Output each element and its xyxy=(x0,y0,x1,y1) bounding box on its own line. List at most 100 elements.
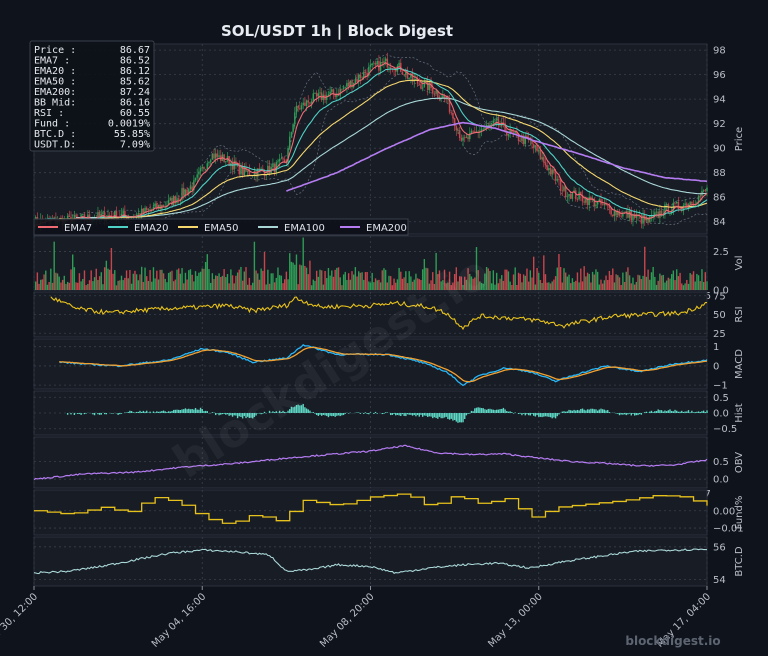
candle-body xyxy=(564,186,567,198)
candle-body xyxy=(706,187,708,192)
hist-bar xyxy=(423,413,426,416)
hist-bar xyxy=(231,413,234,417)
volume-bar xyxy=(531,277,533,290)
candle-body xyxy=(327,94,330,96)
volume-bar xyxy=(267,269,269,290)
volume-bar xyxy=(230,269,232,290)
hist-bar xyxy=(484,409,486,413)
candle-body xyxy=(460,137,463,141)
candle-body xyxy=(288,136,291,149)
volume-bar xyxy=(300,265,303,290)
volume-bar xyxy=(51,282,54,290)
hist-bar xyxy=(157,411,160,413)
volume-bar xyxy=(119,280,121,290)
candle-body xyxy=(593,198,596,207)
volume-bar xyxy=(490,283,493,290)
hist-bar xyxy=(188,408,190,413)
hist-bar xyxy=(260,413,262,415)
info-label: USDT.D: xyxy=(34,140,76,151)
volume-bar xyxy=(241,280,244,290)
hist-bar xyxy=(495,409,498,413)
candle-body xyxy=(512,132,515,134)
hist-bar xyxy=(347,413,350,414)
candle-body xyxy=(664,204,666,215)
info-label: EMA50 : xyxy=(34,77,76,88)
hist-bar xyxy=(620,413,622,415)
candle-body xyxy=(208,162,210,164)
candle-body xyxy=(546,165,548,171)
y-tick-label: 96 xyxy=(713,70,726,81)
volume-bar xyxy=(196,275,198,290)
hist-bar xyxy=(595,409,597,413)
volume-bar xyxy=(376,280,378,290)
volume-bar xyxy=(428,283,431,290)
volume-bar xyxy=(704,272,707,290)
hist-bar xyxy=(98,413,101,415)
hist-bar xyxy=(167,411,170,413)
candle-body xyxy=(369,64,372,67)
volume-bar xyxy=(662,274,664,290)
volume-bar xyxy=(398,267,400,290)
candle-body xyxy=(201,166,203,169)
volume-bar xyxy=(278,275,281,290)
hist-bar xyxy=(583,409,585,413)
candle-body xyxy=(420,84,422,89)
candle-body xyxy=(295,105,298,113)
y-axis-label: Hist xyxy=(734,403,745,423)
volume-bar xyxy=(307,274,309,290)
volume-bar xyxy=(327,267,330,290)
volume-bar xyxy=(156,270,158,290)
hist-bar xyxy=(692,412,695,413)
volume-bar xyxy=(558,253,560,290)
hist-bar xyxy=(502,407,505,413)
candle-body xyxy=(216,153,219,157)
volume-bar xyxy=(201,268,203,290)
volume-bar xyxy=(633,284,636,290)
candle-body xyxy=(97,212,99,220)
volume-bar xyxy=(314,280,316,290)
hist-bar xyxy=(425,413,427,416)
hist-bar xyxy=(452,413,454,421)
candle-body xyxy=(357,74,360,82)
hist-bar xyxy=(689,412,691,413)
hist-bar xyxy=(268,410,271,413)
hist-bar xyxy=(628,413,631,414)
candle-body xyxy=(532,144,535,148)
candle-body xyxy=(568,194,570,197)
candle-body xyxy=(332,89,335,95)
candle-body xyxy=(480,129,483,131)
hist-bar xyxy=(536,413,538,416)
candle-body xyxy=(140,208,143,217)
hist-bar xyxy=(278,410,281,413)
volume-bar xyxy=(263,251,266,290)
hist-bar xyxy=(327,413,330,418)
hist-bar xyxy=(607,410,609,413)
hist-bar xyxy=(605,410,607,413)
hist-bar xyxy=(657,409,659,413)
legend-label: EMA7 xyxy=(64,223,92,234)
hist-bar xyxy=(314,413,316,414)
volume-bar xyxy=(413,279,415,290)
hist-bar xyxy=(225,413,227,415)
hist-bar xyxy=(420,413,422,415)
volume-bar xyxy=(665,280,668,290)
info-value: 0.0019% xyxy=(108,119,150,130)
volume-bar xyxy=(371,272,373,290)
candle-body xyxy=(339,88,341,96)
volume-bar xyxy=(472,278,474,290)
candle-body xyxy=(474,131,476,133)
hist-bar xyxy=(181,409,183,413)
hist-bar xyxy=(455,413,458,422)
candle-body xyxy=(608,205,611,209)
hist-bar xyxy=(644,412,646,413)
candle-body xyxy=(522,135,525,144)
y-axis-label: Price xyxy=(734,127,745,151)
volume-bar xyxy=(77,282,79,290)
volume-bar xyxy=(465,279,468,290)
candle-body xyxy=(495,118,498,121)
candle-body xyxy=(80,214,82,219)
volume-bar xyxy=(423,259,426,290)
hist-bar xyxy=(576,409,579,413)
hist-bar xyxy=(215,413,217,416)
candle-body xyxy=(472,130,474,132)
